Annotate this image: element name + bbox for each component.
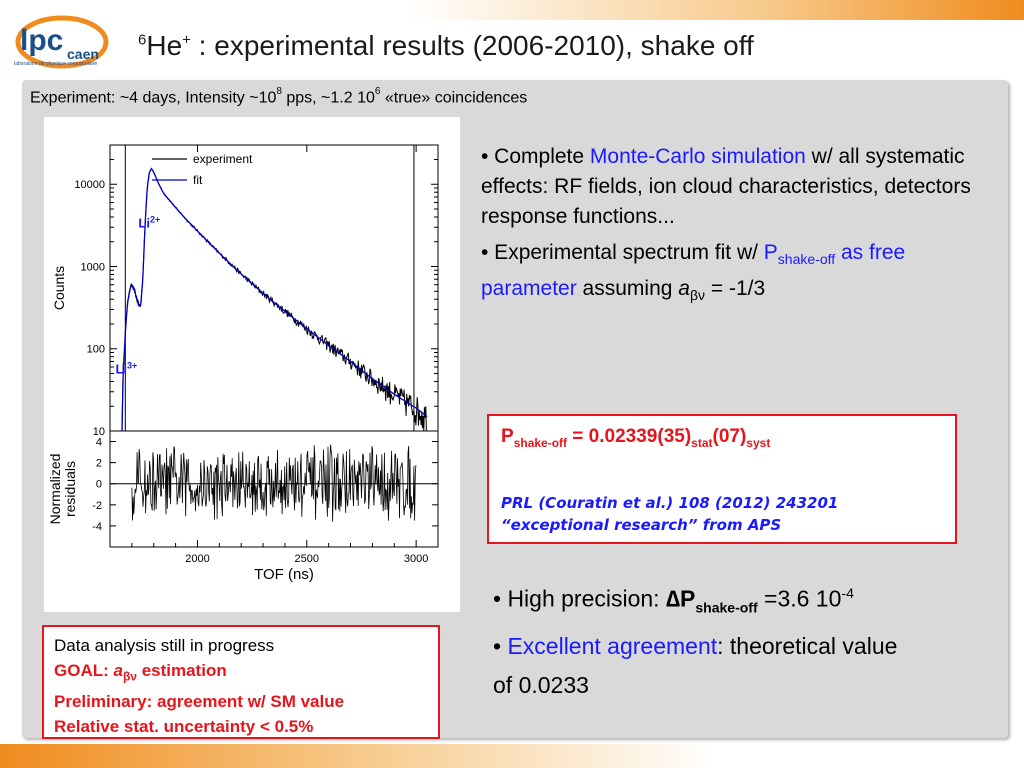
goal-line-3: Preliminary: agreement w/ SM value	[54, 692, 345, 712]
residuals-frame	[109, 430, 439, 548]
bullet-fit: • Experimental spectrum fit w/ Pshake-of…	[481, 241, 906, 304]
lpc-logo: lpc caen	[12, 12, 112, 70]
counts-axis-label: Counts	[51, 266, 67, 310]
y-tick-label: 100	[87, 344, 105, 356]
goal-line-1: Data analysis still in progress	[54, 636, 275, 655]
bullet-precision: • High precision: ∆Pshake-off =3.6 10-4	[493, 585, 854, 616]
method-bullets: • Complete Monte-Carlo simulation w/ all…	[481, 142, 981, 310]
svg-text:lpc: lpc	[20, 24, 63, 57]
y-tick-label: 10000	[74, 179, 105, 191]
tof-chart: 10 100 1000 10000 Counts experiment fit Li2+ Li3…	[44, 117, 460, 612]
residuals-plot: 4 2 0 -2 -4 2000 2500 3000 Normalizedresiduals TO…	[47, 430, 439, 583]
x-axis-label: TOF (ns)	[254, 566, 314, 583]
fit-series-line	[121, 167, 428, 432]
experiment-summary: Experiment: ~4 days, Intensity ~108 pps,…	[30, 86, 528, 107]
svg-text:caen: caen	[67, 46, 99, 62]
bottom-decorative-bar	[0, 744, 1024, 768]
y-tick-label: 10	[93, 426, 105, 438]
reference: PRL (Couratin et al.) 108 (2012) 243201 …	[501, 494, 839, 534]
res-y-tick-label: 4	[96, 437, 102, 449]
goal-line-2: GOAL: aβν estimation	[54, 661, 227, 684]
p-shake-off-value: Pshake-off = 0.02339(35)stat(07)syst	[501, 426, 771, 450]
bullet-agreement: • Excellent agreement: theoretical value	[493, 633, 898, 660]
goal-line-4: Relative stat. uncertainty < 0.5%	[54, 717, 314, 737]
counts-plot: 10 100 1000 10000 Counts experiment fit Li2+ Li3…	[51, 144, 439, 438]
top-decorative-bar	[0, 0, 1024, 20]
y-tick-label: 1000	[81, 261, 105, 273]
bullet-agreement-line2: of 0.0233	[493, 672, 589, 699]
res-y-tick-label: -4	[92, 521, 102, 533]
legend-label-fit: fit	[193, 173, 203, 187]
annotation-Li-2+: Li2+	[138, 214, 160, 230]
res-y-tick-label: -2	[92, 500, 102, 512]
x-tick-label: 2000	[185, 553, 209, 565]
residuals-series-line	[131, 444, 417, 522]
x-tick-label: 2500	[295, 553, 319, 565]
result-box: Pshake-off = 0.02339(35)stat(07)syst PRL…	[487, 414, 957, 544]
page-title: 6He+ : experimental results (2006-2010),…	[138, 30, 754, 61]
residuals-axis-label: Normalizedresiduals	[47, 454, 78, 525]
annotation-Li-3+: Li3+	[115, 361, 137, 377]
bullet-monte-carlo: • Complete Monte-Carlo simulation w/ all…	[481, 145, 971, 228]
res-y-tick-label: 2	[96, 458, 102, 470]
legend-label-experiment: experiment	[193, 152, 253, 166]
precision-bullets: • High precision: ∆Pshake-off =3.6 10-4 …	[493, 574, 1013, 705]
logo-caption: laboratoire de physique corpusculaire	[14, 61, 98, 67]
res-y-tick-label: 0	[96, 479, 102, 491]
goal-box: Data analysis still in progress GOAL: aβ…	[42, 625, 440, 739]
x-tick-label: 3000	[404, 553, 428, 565]
experiment-series-line	[121, 168, 428, 432]
